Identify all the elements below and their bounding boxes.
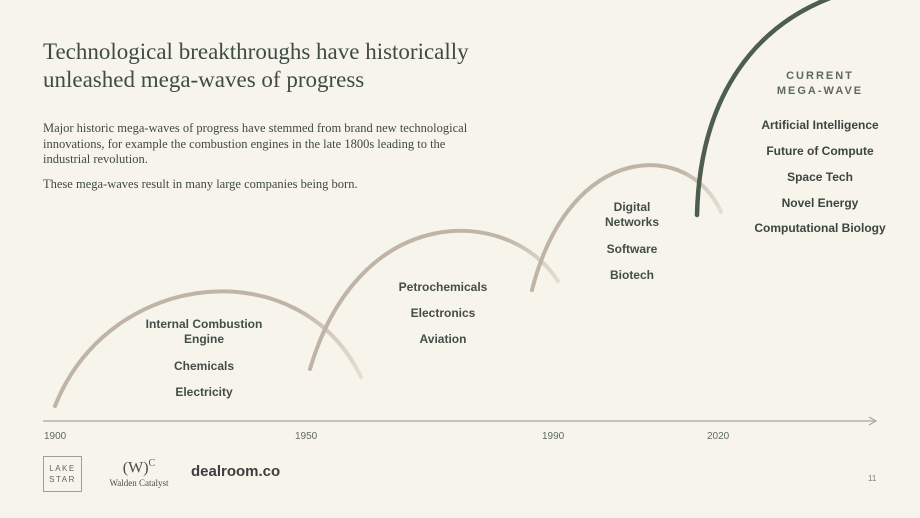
timeline-arrowhead	[868, 416, 878, 426]
page-title: Technological breakthroughs have histori…	[43, 39, 469, 92]
wave-3-curve	[530, 163, 723, 292]
year-label-1990: 1990	[542, 431, 565, 442]
summary-paragraph: These mega-waves result in many large co…	[43, 177, 358, 191]
wave-2-curve	[308, 228, 560, 371]
lake-star-logo: LAKE STAR	[43, 456, 82, 492]
current-wave-item-2: Future of Compute	[766, 144, 874, 158]
wave-3-label-2: Software	[606, 242, 658, 256]
walden-catalyst-mark: (W)C	[106, 455, 172, 477]
year-label-2020: 2020	[707, 431, 730, 442]
lake-star-logo-line2: STAR	[49, 475, 76, 484]
walden-mark-text: (W)	[122, 459, 149, 477]
wave-2-label-1: Petrochemicals	[398, 280, 488, 294]
walden-catalyst-logo: (W)C Walden Catalyst	[106, 455, 172, 489]
wave-3-label-3: Biotech	[609, 268, 654, 282]
year-label-1950: 1950	[295, 431, 318, 442]
current-wave-item-1: Artificial Intelligence	[761, 118, 879, 132]
wave-3-label-1: Digital Networks	[604, 200, 660, 229]
current-wave-curve	[694, 0, 832, 218]
current-wave-heading-line1: CURRENT	[786, 70, 854, 82]
year-label-1900: 1900	[44, 431, 67, 442]
walden-catalyst-name: Walden Catalyst	[109, 478, 169, 489]
current-wave-item-3: Space Tech	[787, 170, 853, 184]
wave-2-label-2: Electronics	[410, 306, 476, 320]
current-wave-item-5: Computational Biology	[754, 221, 886, 235]
current-wave-item-4: Novel Energy	[781, 196, 859, 210]
intro-paragraph: Major historic mega-waves of progress ha…	[43, 121, 468, 166]
dealroom-logo: dealroom.co	[191, 463, 281, 480]
wave-1-label-2: Chemicals	[173, 359, 235, 373]
walden-mark-sup: C	[148, 458, 156, 469]
current-wave-heading-line2: MEGA-WAVE	[776, 85, 864, 97]
wave-1-label-3: Electricity	[175, 385, 233, 399]
wave-1-label-1: Internal Combustion Engine	[145, 317, 263, 346]
wave-2-label-3: Aviation	[419, 332, 467, 346]
page-number: 11	[868, 474, 877, 483]
lake-star-logo-line1: LAKE	[49, 464, 76, 473]
current-wave-heading: CURRENT MEGA-WAVE	[760, 69, 880, 99]
wave-1-curve	[53, 289, 363, 408]
